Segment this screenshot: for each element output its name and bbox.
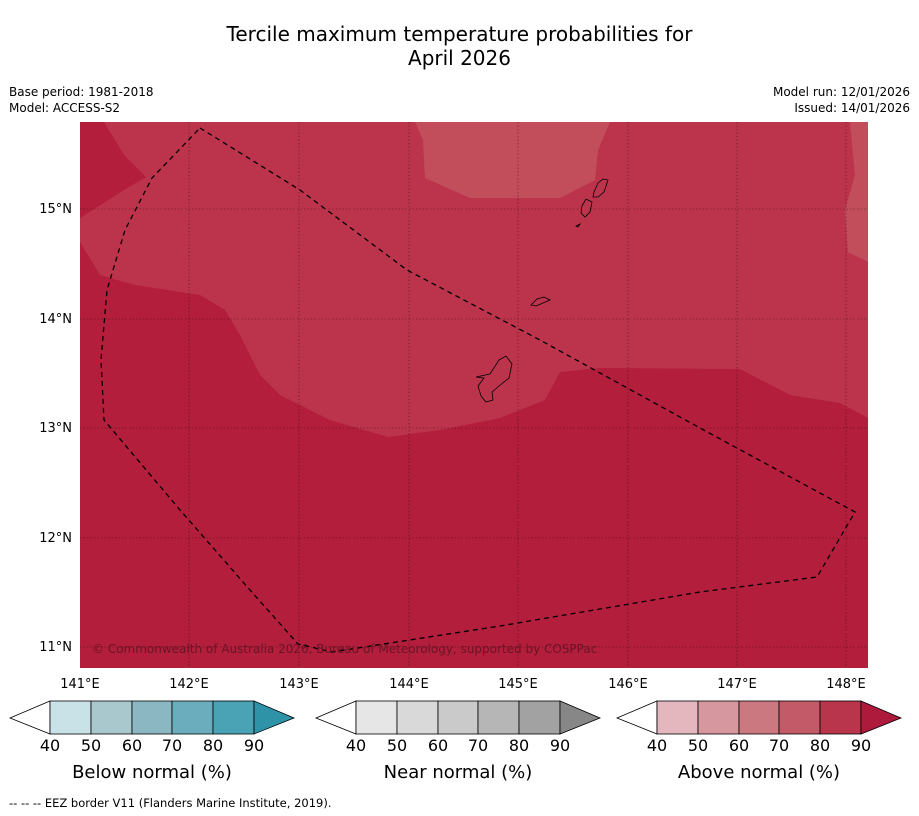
cb-near-seg-0 xyxy=(314,700,357,735)
cb-below-tick-60: 60 xyxy=(122,736,142,755)
cb-below-tick-90: 90 xyxy=(244,736,264,755)
lon-label-148: 148°E xyxy=(826,677,866,692)
meta-right: Model run: 12/01/2026 Issued: 14/01/2026 xyxy=(773,84,910,116)
island-tinian xyxy=(580,198,593,218)
lat-label-12: 12°N xyxy=(39,531,72,546)
cb-near-tick-80: 80 xyxy=(509,736,529,755)
cb-above-tick-50: 50 xyxy=(688,736,708,755)
cb-above-tick-90: 90 xyxy=(851,736,871,755)
island-aguijan xyxy=(575,222,582,228)
cb-below-seg-6 xyxy=(253,700,296,735)
island-saipan xyxy=(592,178,609,198)
cb-near-tick-50: 50 xyxy=(387,736,407,755)
meta-left: Base period: 1981-2018 Model: ACCESS-S2 xyxy=(9,84,154,116)
cb-below-seg-2 xyxy=(90,700,133,735)
region-above-70-north xyxy=(415,122,610,198)
cb-below-seg-0 xyxy=(8,700,51,735)
colorbar-below: 40 50 60 70 80 90 Below normal (%) xyxy=(8,700,296,783)
cb-above-tick-80: 80 xyxy=(810,736,830,755)
cb-near-title: Near normal (%) xyxy=(384,762,533,783)
region-above-70-east xyxy=(845,122,868,262)
cb-near-seg-2 xyxy=(396,700,439,735)
island-rota xyxy=(530,296,551,307)
island-guam xyxy=(475,355,513,403)
model-name: Model: ACCESS-S2 xyxy=(9,101,121,115)
footer-note: -- -- -- EEZ border V11 (Flanders Marine… xyxy=(9,796,332,810)
cb-below-seg-1 xyxy=(49,700,92,735)
islands xyxy=(475,178,609,403)
lat-label-14: 14°N xyxy=(39,312,72,327)
cb-below-title: Below normal (%) xyxy=(72,762,232,783)
lon-label-146: 146°E xyxy=(608,677,648,692)
eez-border xyxy=(100,127,856,653)
region-above-80 xyxy=(80,122,868,437)
cb-above-seg-6 xyxy=(860,700,903,735)
cb-near-tick-90: 90 xyxy=(550,736,570,755)
lon-labels: 141°E 142°E 143°E 144°E 145°E 146°E 147°… xyxy=(60,677,866,692)
cb-above-seg-5 xyxy=(819,700,862,735)
title-line-1: Tercile maximum temperature probabilitie… xyxy=(226,22,693,46)
cb-below-seg-3 xyxy=(131,700,173,735)
cb-below-tick-40: 40 xyxy=(40,736,60,755)
base-period: Base period: 1981-2018 xyxy=(9,85,154,99)
lon-label-143: 143°E xyxy=(279,677,319,692)
colorbar-above: 40 50 60 70 80 90 Above normal (%) xyxy=(615,700,903,783)
cb-below-tick-50: 50 xyxy=(81,736,101,755)
map-plot-area: © Commonwealth of Australia 2026, Bureau… xyxy=(80,122,868,668)
cb-near-seg-3 xyxy=(437,700,479,735)
copyright-text: © Commonwealth of Australia 2026, Bureau… xyxy=(92,642,597,656)
title-line-2: April 2026 xyxy=(408,46,511,70)
lon-label-141: 141°E xyxy=(60,677,100,692)
cb-near-tick-70: 70 xyxy=(468,736,488,755)
cb-above-seg-2 xyxy=(697,700,740,735)
issued-date: Issued: 14/01/2026 xyxy=(794,101,910,115)
lat-label-13: 13°N xyxy=(39,421,72,436)
cb-below-seg-5 xyxy=(212,700,255,735)
lat-label-11: 11°N xyxy=(39,640,72,655)
cb-above-seg-0 xyxy=(615,700,658,735)
model-run: Model run: 12/01/2026 xyxy=(772,85,910,99)
cb-above-seg-4 xyxy=(778,700,821,735)
cb-above-tick-40: 40 xyxy=(647,736,667,755)
cb-above-tick-60: 60 xyxy=(729,736,749,755)
cb-near-tick-60: 60 xyxy=(428,736,448,755)
cb-near-tick-40: 40 xyxy=(346,736,366,755)
chart-title: Tercile maximum temperature probabilitie… xyxy=(0,22,919,70)
cb-above-seg-1 xyxy=(656,700,699,735)
cb-above-title: Above normal (%) xyxy=(678,762,840,783)
cb-below-seg-4 xyxy=(171,700,214,735)
cb-above-tick-70: 70 xyxy=(769,736,789,755)
cb-near-seg-1 xyxy=(355,700,398,735)
colorbar-near: 40 50 60 70 80 90 Near normal (%) xyxy=(314,700,602,783)
cb-above-seg-3 xyxy=(738,700,780,735)
cb-below-tick-80: 80 xyxy=(203,736,223,755)
graticule xyxy=(80,122,868,668)
lat-label-15: 15°N xyxy=(39,202,72,217)
lon-label-147: 147°E xyxy=(717,677,757,692)
lat-labels: 15°N 14°N 13°N 12°N 11°N xyxy=(39,202,72,655)
cb-near-seg-4 xyxy=(477,700,520,735)
lon-label-145: 145°E xyxy=(498,677,538,692)
cb-near-seg-5 xyxy=(518,700,561,735)
lon-label-144: 144°E xyxy=(389,677,429,692)
cb-below-tick-70: 70 xyxy=(162,736,182,755)
lon-label-142: 142°E xyxy=(169,677,209,692)
cb-near-seg-6 xyxy=(559,700,602,735)
